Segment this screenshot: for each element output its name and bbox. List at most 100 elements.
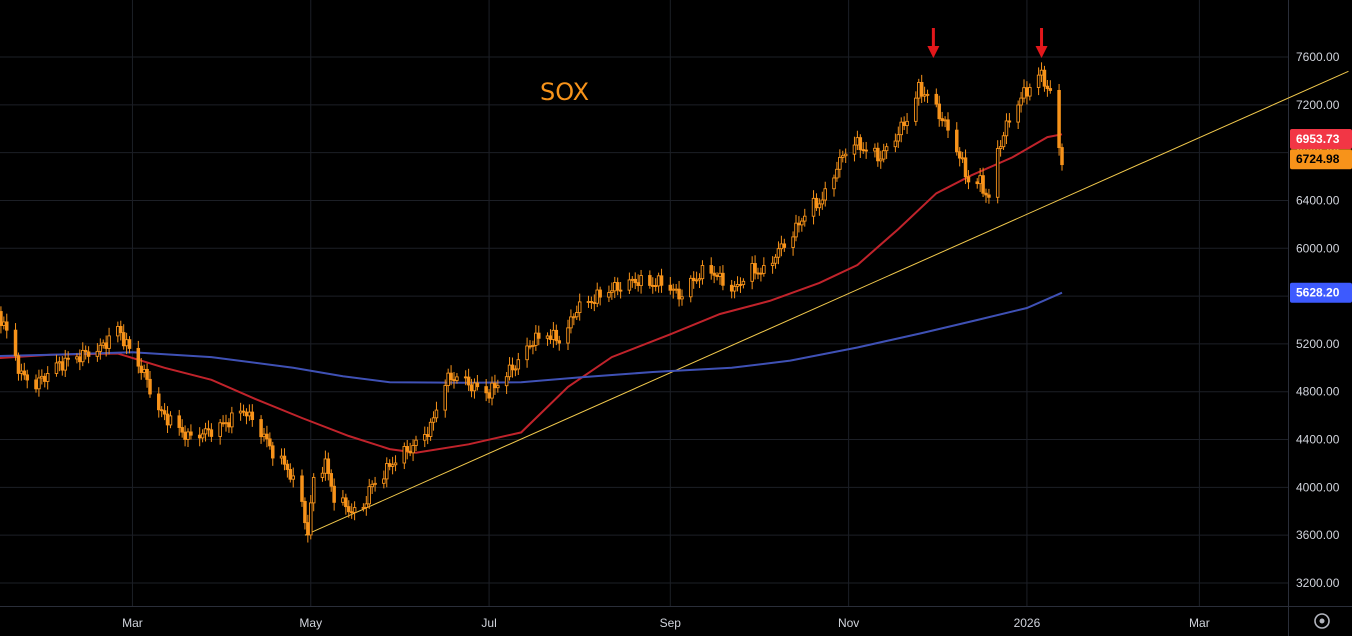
gear-icon[interactable] <box>1314 613 1330 629</box>
candle <box>1045 80 1050 97</box>
peak-arrow-1 <box>927 28 940 58</box>
candle <box>598 286 602 306</box>
candle <box>504 372 509 395</box>
candle <box>446 368 450 393</box>
candle <box>960 151 965 164</box>
moving-average-2 <box>0 291 1063 384</box>
candle <box>1007 112 1012 128</box>
candle <box>1019 91 1023 113</box>
candle <box>753 255 757 280</box>
candle <box>791 231 795 256</box>
candle <box>820 191 825 210</box>
time-axis[interactable]: Mar May Jul Sep Nov 2026 Mar <box>122 616 1210 630</box>
candle <box>121 324 126 350</box>
candle <box>975 178 979 189</box>
candle <box>943 116 947 128</box>
candle <box>34 374 38 393</box>
candle <box>835 161 839 182</box>
candle <box>224 414 228 432</box>
last-price-badge: 6724.98 <box>1290 149 1352 170</box>
chart-title: SOX <box>540 78 589 106</box>
candle <box>162 403 167 421</box>
candle <box>1042 65 1047 92</box>
x-tick-label: Mar <box>122 616 143 630</box>
candle <box>633 272 637 290</box>
candle <box>282 448 287 471</box>
candle <box>200 429 205 443</box>
candle <box>186 428 190 448</box>
candle <box>648 270 652 289</box>
candle <box>180 419 184 438</box>
candle <box>279 448 284 465</box>
trendline[interactable] <box>304 70 1349 536</box>
candle <box>238 402 243 421</box>
candle <box>852 136 857 162</box>
candle <box>60 356 65 376</box>
y-tick-label: 7600.00 <box>1296 50 1340 64</box>
candle <box>937 95 941 127</box>
candle <box>691 271 696 289</box>
candle <box>607 285 611 303</box>
y-tick-label: 4800.00 <box>1296 385 1340 399</box>
candle <box>95 343 100 362</box>
candle <box>116 321 120 343</box>
candle <box>390 456 395 475</box>
candle <box>919 74 924 104</box>
candle <box>905 113 909 134</box>
candle <box>709 257 713 280</box>
candle <box>469 378 474 398</box>
candle <box>782 238 787 252</box>
candle <box>832 174 836 197</box>
candle <box>63 349 67 378</box>
candle <box>259 415 263 444</box>
settings-button[interactable] <box>1314 613 1330 629</box>
candle <box>656 272 661 293</box>
candle <box>490 376 494 406</box>
candle <box>300 469 304 507</box>
candle <box>364 495 369 516</box>
candle <box>917 78 921 106</box>
candle <box>984 188 988 203</box>
candle <box>78 349 82 371</box>
candle <box>37 369 41 397</box>
candle <box>101 339 105 349</box>
candle <box>899 117 903 143</box>
candle <box>922 86 927 102</box>
candle <box>843 148 848 164</box>
candle <box>408 442 412 457</box>
candle <box>651 277 655 294</box>
candle <box>452 371 456 389</box>
candle <box>341 490 345 506</box>
candle <box>615 277 620 296</box>
candle <box>586 295 591 308</box>
candle <box>525 337 529 368</box>
candle <box>496 379 500 393</box>
candle <box>1004 113 1009 145</box>
candle <box>697 273 702 289</box>
candle <box>987 188 991 204</box>
candle <box>291 467 295 488</box>
candle <box>557 335 561 351</box>
candle <box>776 241 781 265</box>
candle <box>946 112 950 138</box>
candle <box>244 408 249 425</box>
candle <box>86 346 91 364</box>
support-trendline <box>304 70 1349 536</box>
candle <box>627 272 632 294</box>
svg-text:6953.73: 6953.73 <box>1296 132 1340 146</box>
candle <box>762 257 766 277</box>
candle <box>393 455 398 472</box>
candle <box>306 514 310 543</box>
candle <box>513 365 518 377</box>
candle <box>689 275 693 303</box>
candle <box>636 274 640 292</box>
y-tick-label: 5200.00 <box>1296 337 1340 351</box>
candle <box>732 281 737 299</box>
candle <box>876 142 880 167</box>
candle <box>19 363 24 381</box>
ma-slow-badge: 5628.20 <box>1290 282 1352 303</box>
candle <box>370 480 374 494</box>
